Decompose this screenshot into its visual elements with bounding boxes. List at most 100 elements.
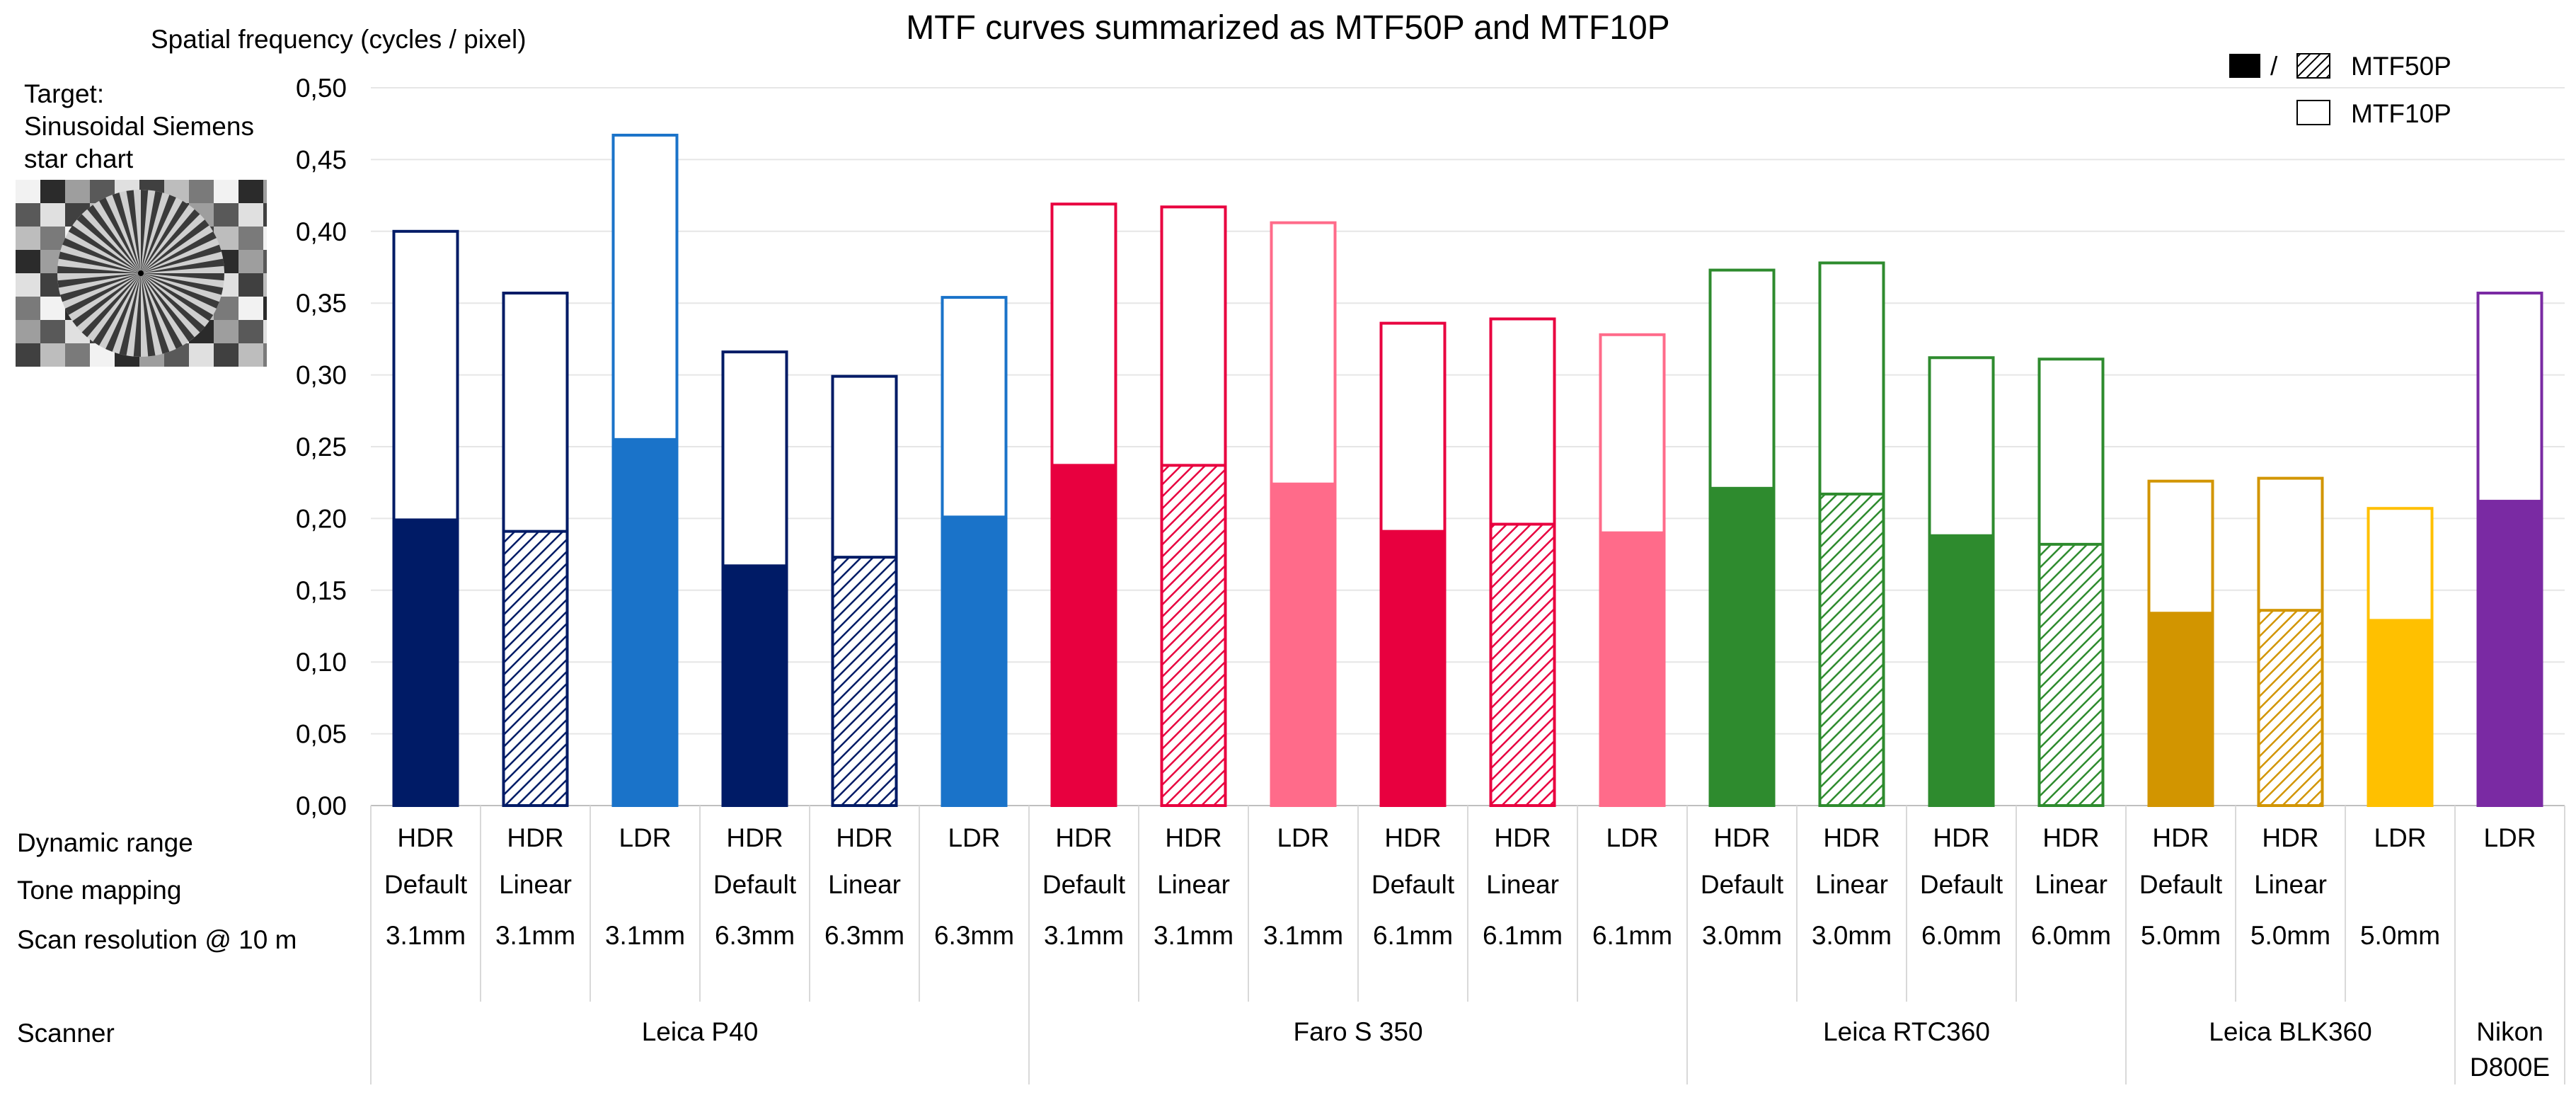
category-label-res: 3.1mm	[1154, 921, 1234, 950]
category-label-dr: LDR	[1606, 823, 1658, 852]
category-label-tm: Default	[384, 870, 468, 899]
category-label-dr: HDR	[2152, 823, 2209, 852]
target-description: Target: Sinusoidal Siemens star chart	[24, 78, 279, 176]
category-label-res: 5.0mm	[2360, 921, 2440, 950]
target-line-1: Sinusoidal Siemens	[24, 112, 254, 141]
bars	[392, 133, 2543, 808]
category-label-tm: Default	[1701, 870, 1784, 899]
category-label-dr: LDR	[2374, 823, 2426, 852]
mtf50p-bar	[1928, 534, 1995, 808]
y-tick-label: 0,05	[296, 720, 347, 749]
mtf50p-bar	[2367, 619, 2434, 807]
target-label: Target:	[24, 79, 105, 108]
bar-group	[2367, 507, 2434, 807]
category-label-dr: HDR	[507, 823, 563, 852]
category-label-tm: Default	[1920, 870, 2003, 899]
category-label-tm: Default	[1042, 870, 1126, 899]
bar-group	[1818, 261, 1885, 807]
y-tick-label: 0,30	[296, 361, 347, 390]
bar-group	[2147, 479, 2214, 807]
category-label-res: 3.1mm	[1044, 921, 1124, 950]
category-label-res: 6.1mm	[1592, 921, 1672, 950]
row-labels: Dynamic range Tone mapping Scan resoluti…	[17, 828, 297, 1048]
category-label-dr: LDR	[619, 823, 671, 852]
category-label-tm: Linear	[1486, 870, 1559, 899]
category-label-res: 6.0mm	[2031, 921, 2111, 950]
bar-group	[1270, 221, 1337, 808]
mtf50p-bar	[611, 437, 679, 807]
category-label-tm: Linear	[1157, 870, 1230, 899]
mtf50p-bar	[1708, 486, 1776, 807]
category-label-res: 3.0mm	[1702, 921, 1782, 950]
mtf50p-bar	[2476, 500, 2543, 808]
bar-group	[1599, 333, 1666, 808]
category-label-dr: LDR	[1277, 823, 1329, 852]
category-label-dr: HDR	[2262, 823, 2318, 852]
category-label-dr: HDR	[1713, 823, 1770, 852]
mtf50p-bar	[831, 556, 898, 807]
y-tick-label: 0,00	[296, 791, 347, 820]
legend-solid-swatch	[2229, 54, 2260, 78]
scanner-label: Faro S 350	[1293, 1017, 1422, 1046]
category-label-res: 6.1mm	[1483, 921, 1563, 950]
category-label-res: 6.3mm	[715, 921, 795, 950]
bar-group	[1160, 205, 1227, 808]
mtf50p-bar	[2147, 612, 2214, 807]
y-tick-label: 0,10	[296, 648, 347, 677]
bar-group	[611, 133, 679, 807]
category-label-res: 3.1mm	[386, 921, 466, 950]
bar-group	[1379, 321, 1447, 808]
y-tick-labels: 0,00 0,05 0,10 0,15 0,20 0,25 0,30 0,35 0,40 0,45…	[296, 74, 347, 820]
category-label-res: 3.1mm	[605, 921, 685, 950]
siemens-star-thumbnail	[16, 180, 267, 367]
category-label-res: 3.1mm	[1263, 921, 1343, 950]
y-axis-label: Spatial frequency (cycles / pixel)	[151, 25, 527, 54]
category-label-res: 5.0mm	[2250, 921, 2330, 950]
category-label-res: 6.0mm	[1921, 921, 2001, 950]
scanner-label: D800E	[2470, 1053, 2550, 1082]
mtf50p-bar	[1270, 482, 1337, 808]
category-label-tm: Default	[713, 870, 797, 899]
category-label-tm: Linear	[499, 870, 572, 899]
category-label-dr: HDR	[2042, 823, 2099, 852]
category-label-dr: HDR	[1933, 823, 1989, 852]
bar-group	[1928, 356, 1995, 808]
mtf50p-bar	[392, 518, 459, 807]
row-label-tone-mapping: Tone mapping	[17, 876, 181, 905]
gridlines	[371, 87, 2565, 806]
category-label-dr: HDR	[836, 823, 892, 852]
bar-group	[2476, 292, 2543, 808]
category-label-dr: HDR	[1384, 823, 1441, 852]
category-label-tm: Default	[1372, 870, 1455, 899]
category-label-tm: Default	[2139, 870, 2223, 899]
row-label-scan-resolution: Scan resolution @ 10 m	[17, 925, 297, 954]
category-label-res: 5.0mm	[2141, 921, 2221, 950]
mtf50p-bar	[1160, 464, 1227, 807]
mtf50p-bar	[941, 515, 1008, 807]
mtf50p-bar	[1050, 464, 1117, 807]
legend-open-swatch	[2296, 100, 2330, 125]
bar-group	[1489, 317, 1556, 808]
scanner-label: Leica P40	[642, 1017, 759, 1046]
bar-group	[1050, 202, 1117, 807]
y-tick-label: 0,45	[296, 145, 347, 174]
mtf50p-bar	[721, 564, 788, 807]
bar-group	[2037, 357, 2105, 807]
legend-hatched-swatch	[2296, 53, 2330, 79]
category-label-dr: HDR	[1494, 823, 1551, 852]
legend: / MTF50P MTF10P	[2229, 52, 2451, 128]
category-label-res: 3.1mm	[495, 921, 575, 950]
bar-group	[1708, 268, 1776, 807]
bar-group	[941, 296, 1008, 807]
mtf50p-bar	[1599, 531, 1666, 807]
chart-title: MTF curves summarized as MTF50P and MTF1…	[906, 9, 1669, 47]
bar-group	[2257, 476, 2324, 808]
scanner-label: Leica BLK360	[2209, 1017, 2371, 1046]
scanner-label: Nikon	[2476, 1017, 2543, 1046]
mtf50p-bar	[2257, 609, 2324, 808]
y-tick-label: 0,35	[296, 289, 347, 318]
category-label-tm: Linear	[2254, 870, 2327, 899]
category-label-res: 6.1mm	[1373, 921, 1453, 950]
mtf50p-bar	[1489, 522, 1556, 808]
